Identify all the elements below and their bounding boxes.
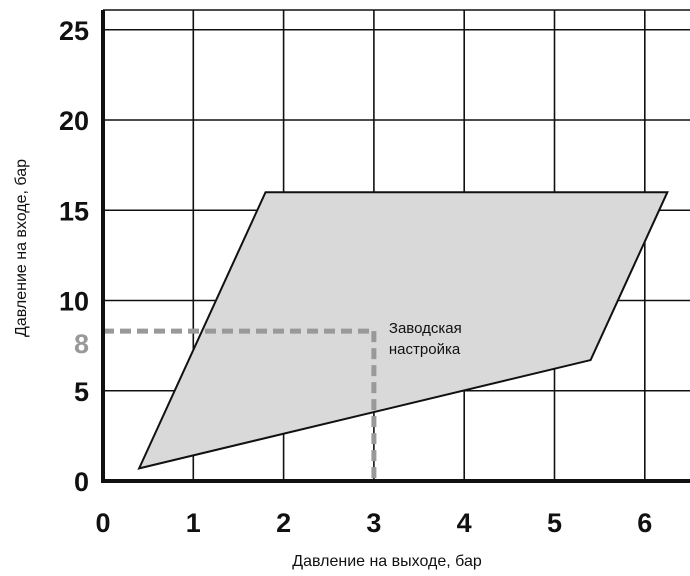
y-tick-label-factory: 8 [74,329,89,359]
factory-setting-label-line1: Заводская [389,320,462,337]
x-tick-label: 1 [186,508,201,538]
x-tick-label: 5 [547,508,562,538]
y-tick-label: 15 [59,196,89,226]
x-tick-label: 2 [276,508,291,538]
axes [101,10,690,483]
operating-range-region [137,191,669,470]
y-tick-label: 0 [74,467,89,497]
x-tick-labels: 0 1 2 3 4 5 6 [95,508,652,538]
factory-setting-label-line2: настройка [389,341,461,358]
x-tick-label: 4 [457,508,472,538]
y-tick-label: 10 [59,287,89,317]
y-tick-label: 5 [74,377,89,407]
x-tick-label: 0 [95,508,110,538]
x-tick-label: 6 [637,508,652,538]
y-tick-label: 20 [59,106,89,136]
y-tick-labels: 0 5 10 15 20 25 [59,16,89,497]
y-tick-label: 25 [59,16,89,46]
factory-setting-guides [103,328,377,481]
x-axis-label: Давление на выходе, бар [292,553,482,570]
y-axis-label: Давление на входе, бар [13,159,30,337]
x-tick-label: 3 [366,508,381,538]
